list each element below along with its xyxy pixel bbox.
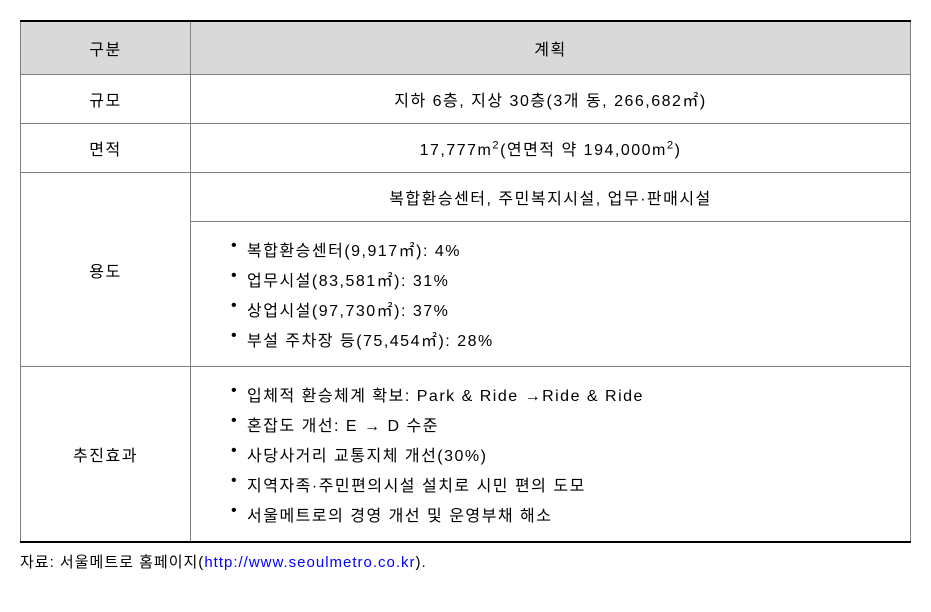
plan-table: 구분 계획 규모 지하 6층, 지상 30층(3개 동, 266,682㎡) 면… (20, 20, 911, 543)
area-post: ) (675, 142, 682, 159)
header-plan-text: 계획 (534, 42, 566, 59)
area-pre: 17,777m (420, 142, 493, 159)
header-category: 구분 (21, 21, 191, 75)
list-item: 서울메트로의 경영 개선 및 운영부채 해소 (231, 499, 894, 529)
source-url[interactable]: http://www.seoulmetro.co.kr (204, 554, 415, 571)
header-plan: 계획 (191, 21, 911, 75)
usage-list: 복합환승센터(9,917㎡): 4% 업무시설(83,581㎡): 31% 상업… (231, 234, 894, 354)
header-category-text: 구분 (89, 42, 121, 59)
area-mid: (연면적 약 194,000m (500, 142, 667, 159)
row-scale-label: 규모 (21, 75, 191, 124)
row-effect-label: 추진효과 (21, 367, 191, 543)
list-item: 상업시설(97,730㎡): 37% (231, 294, 894, 324)
row-usage-items: 복합환승센터(9,917㎡): 4% 업무시설(83,581㎡): 31% 상업… (191, 222, 911, 367)
list-item: 입체적 환승체계 확보: Park & Ride →Ride & Ride (231, 379, 894, 409)
list-item: 지역자족·주민편의시설 설치로 시민 편의 도모 (231, 469, 894, 499)
table-row: 추진효과 입체적 환승체계 확보: Park & Ride →Ride & Ri… (21, 367, 911, 543)
row-usage-label-text: 용도 (89, 264, 121, 281)
table-row: 면적 17,777m2(연면적 약 194,000m2) (21, 124, 911, 173)
row-usage-heading-text: 복합환승센터, 주민복지시설, 업무·판매시설 (389, 191, 712, 208)
table-header-row: 구분 계획 (21, 21, 911, 75)
area-sup2: 2 (667, 140, 675, 152)
row-scale-content-text: 지하 6층, 지상 30층(3개 동, 266,682㎡) (394, 93, 706, 110)
source-citation: 자료: 서울메트로 홈페이지(http://www.seoulmetro.co.… (20, 551, 911, 572)
row-area-content-text: 17,777m2(연면적 약 194,000m2) (420, 142, 682, 159)
list-item: 업무시설(83,581㎡): 31% (231, 264, 894, 294)
row-scale-label-text: 규모 (89, 93, 121, 110)
row-usage-label: 용도 (21, 173, 191, 367)
list-item: 혼잡도 개선: E → D 수준 (231, 409, 894, 439)
source-suffix: ). (416, 554, 427, 571)
row-effect-label-text: 추진효과 (73, 448, 138, 465)
row-effect-items: 입체적 환승체계 확보: Park & Ride →Ride & Ride 혼잡… (191, 367, 911, 543)
table-row: 용도 복합환승센터, 주민복지시설, 업무·판매시설 (21, 173, 911, 222)
row-area-label: 면적 (21, 124, 191, 173)
row-area-content: 17,777m2(연면적 약 194,000m2) (191, 124, 911, 173)
row-usage-heading: 복합환승센터, 주민복지시설, 업무·판매시설 (191, 173, 911, 222)
list-item: 부설 주차장 등(75,454㎡): 28% (231, 324, 894, 354)
row-scale-content: 지하 6층, 지상 30층(3개 동, 266,682㎡) (191, 75, 911, 124)
effect-list: 입체적 환승체계 확보: Park & Ride →Ride & Ride 혼잡… (231, 379, 894, 529)
row-area-label-text: 면적 (89, 142, 121, 159)
list-item: 복합환승센터(9,917㎡): 4% (231, 234, 894, 264)
table-row: 규모 지하 6층, 지상 30층(3개 동, 266,682㎡) (21, 75, 911, 124)
list-item: 사당사거리 교통지체 개선(30%) (231, 439, 894, 469)
source-label: 자료: 서울메트로 홈페이지( (20, 554, 204, 571)
area-sup1: 2 (492, 140, 500, 152)
